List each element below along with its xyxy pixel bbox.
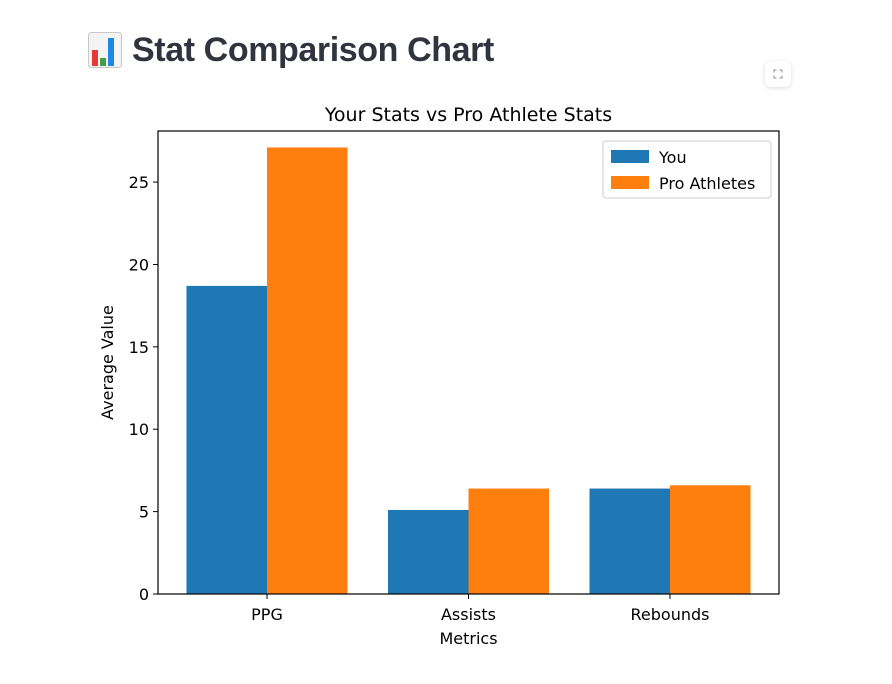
bar-you-assists <box>388 509 469 594</box>
legend-swatch-you <box>611 150 649 163</box>
bar-pro-athletes-ppg <box>267 147 348 594</box>
y-tick-label: 10 <box>129 420 149 439</box>
chart-title: Your Stats vs Pro Athlete Stats <box>324 104 612 126</box>
x-tick-label: Rebounds <box>631 605 710 624</box>
page-header: Stat Comparison Chart <box>88 32 494 68</box>
y-axis-label: Average Value <box>98 305 117 420</box>
y-tick-label: 15 <box>129 338 149 357</box>
bar-you-ppg <box>186 285 267 594</box>
y-tick-label: 20 <box>129 255 149 274</box>
bar-pro-athletes-assists <box>468 488 549 594</box>
y-tick-label: 5 <box>139 503 149 522</box>
bar-chart-icon <box>88 32 122 68</box>
bar-you-rebounds <box>589 488 670 594</box>
fullscreen-icon <box>773 69 783 79</box>
fullscreen-button[interactable] <box>765 61 791 87</box>
y-tick-label: 25 <box>129 173 149 192</box>
legend-label: You <box>658 148 687 167</box>
x-tick-label: Assists <box>441 605 496 624</box>
legend-label: Pro Athletes <box>659 174 755 193</box>
page-title: Stat Comparison Chart <box>132 31 494 69</box>
x-axis-label: Metrics <box>439 629 497 648</box>
legend-swatch-pro-athletes <box>611 176 649 189</box>
y-tick-label: 0 <box>139 585 149 604</box>
bar-pro-athletes-rebounds <box>670 485 751 594</box>
x-tick-label: PPG <box>251 605 283 624</box>
